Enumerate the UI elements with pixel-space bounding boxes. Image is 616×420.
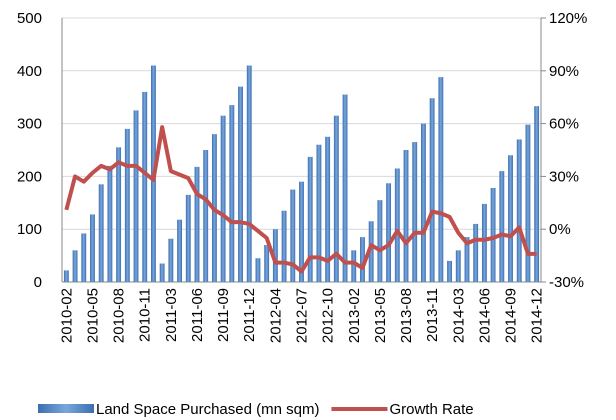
bar (281, 210, 287, 282)
y2-tick-label: 0% (549, 221, 571, 238)
bar (325, 136, 331, 282)
x-tick-label: 2011-06 (189, 288, 206, 342)
bar (142, 91, 148, 282)
bar (72, 250, 78, 282)
bar (403, 150, 409, 282)
bar (351, 250, 357, 282)
bar (420, 123, 426, 282)
bar (360, 237, 365, 282)
bar (377, 200, 383, 282)
bar (455, 250, 461, 282)
bar (124, 128, 130, 282)
bar (490, 188, 496, 282)
y-tick-label: 0 (34, 274, 42, 291)
x-tick-label: 2010-05 (84, 288, 101, 343)
x-tick-label: 2014-12 (529, 288, 546, 343)
bar (246, 65, 252, 283)
bar (499, 171, 505, 282)
bar (299, 181, 304, 282)
legend-label: Growth Rate (389, 401, 473, 418)
bar (534, 106, 540, 283)
x-tick-label: 2013-05 (372, 288, 389, 343)
bar (63, 270, 69, 282)
x-tick-label: 2012-10 (320, 288, 337, 343)
bar (438, 77, 444, 282)
x-tick-label: 2010-02 (58, 288, 75, 343)
bar (133, 110, 139, 283)
y-tick-label: 300 (17, 116, 42, 133)
x-tick-label: 2010-11 (137, 288, 154, 342)
y2-tick-label: 90% (549, 63, 579, 80)
bar (508, 155, 513, 282)
bar (272, 229, 278, 282)
x-tick-label: 2012-04 (267, 288, 284, 343)
x-tick-label: 2014-09 (503, 288, 520, 343)
bar (220, 115, 226, 283)
bar (525, 124, 531, 282)
x-tick-label: 2011-12 (241, 288, 258, 342)
bar (194, 166, 200, 282)
bar (429, 98, 435, 282)
bar (333, 115, 339, 283)
y-tick-label: 500 (17, 10, 42, 27)
bar (116, 147, 122, 282)
x-tick-label: 2014-06 (476, 288, 493, 343)
bar (412, 142, 418, 282)
bar (394, 168, 400, 282)
y2-tick-label: 120% (549, 10, 587, 27)
y2-tick-label: 30% (549, 168, 579, 185)
bar (316, 144, 322, 282)
bar (264, 245, 270, 282)
bar (290, 189, 296, 282)
bar (238, 86, 243, 282)
bar (159, 263, 165, 282)
x-tick-label: 2012-07 (294, 288, 311, 343)
bar (368, 221, 374, 282)
bar (307, 156, 313, 282)
y2-tick-label: 60% (549, 116, 579, 133)
bar (447, 260, 452, 282)
bar (203, 150, 209, 282)
x-tick-label: 2013-08 (398, 288, 415, 343)
bar (473, 223, 479, 282)
y-tick-label: 200 (17, 168, 42, 185)
y2-tick-label: -30% (549, 274, 584, 291)
bar (342, 94, 348, 282)
bar (255, 258, 261, 282)
x-tick-label: 2013-11 (424, 288, 441, 342)
x-tick-label: 2011-09 (215, 288, 232, 342)
bar (90, 214, 95, 282)
legend-swatch (38, 404, 94, 413)
y-tick-label: 100 (17, 221, 42, 238)
x-tick-label: 2014-03 (450, 288, 467, 343)
bar (229, 105, 235, 283)
bar (98, 184, 104, 282)
bar (516, 139, 522, 282)
line (64, 125, 537, 274)
x-tick-label: 2013-02 (346, 288, 363, 343)
legend-label: Land Space Purchased (mn sqm) (96, 401, 319, 418)
x-tick-label: 2010-08 (111, 288, 128, 343)
bar (386, 183, 392, 282)
x-tick-label: 2011-03 (163, 288, 180, 342)
bar (185, 194, 191, 282)
bar (177, 219, 183, 282)
bar (481, 203, 487, 282)
bar (81, 233, 87, 282)
bar (464, 237, 470, 282)
y-tick-label: 400 (17, 63, 42, 80)
bar (107, 165, 113, 282)
bar (168, 238, 174, 282)
